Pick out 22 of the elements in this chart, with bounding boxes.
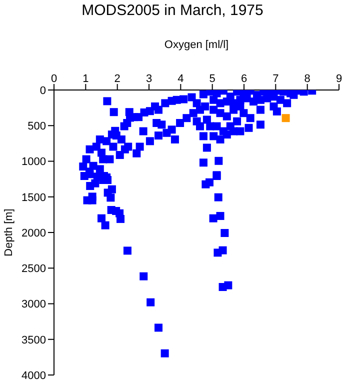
x-tick-label: 2 bbox=[114, 73, 120, 85]
y-tick-label: 2500 bbox=[22, 263, 46, 276]
x-tick-label: 7 bbox=[272, 73, 279, 85]
y-tick-label: 4000 bbox=[22, 370, 46, 382]
y-tick-label: 1000 bbox=[22, 156, 46, 168]
x-tick-label: 4 bbox=[178, 73, 184, 85]
y-tick-label: 0 bbox=[40, 84, 46, 97]
y-tick-label: 500 bbox=[28, 120, 46, 133]
x-tick-label: 8 bbox=[304, 73, 310, 85]
y-tick-label: 3500 bbox=[22, 334, 46, 346]
x-tick-label: 0 bbox=[50, 73, 58, 85]
x-tick-label: 1 bbox=[82, 73, 89, 85]
y-tick-label: 3000 bbox=[22, 298, 46, 311]
x-tick-label: 5 bbox=[209, 73, 216, 85]
x-tick-label: 9 bbox=[336, 73, 342, 85]
x-tick-label: 6 bbox=[240, 73, 248, 85]
x-axis-title: Oxygen [ml/l] bbox=[164, 38, 229, 51]
x-tick-label: 3 bbox=[146, 73, 152, 85]
y-axis-title: Depth [m] bbox=[2, 208, 15, 256]
y-tick-label: 2000 bbox=[22, 227, 46, 240]
y-tick-label: 1500 bbox=[22, 192, 46, 204]
chart-title: MODS2005 in March, 1975 bbox=[80, 2, 264, 19]
